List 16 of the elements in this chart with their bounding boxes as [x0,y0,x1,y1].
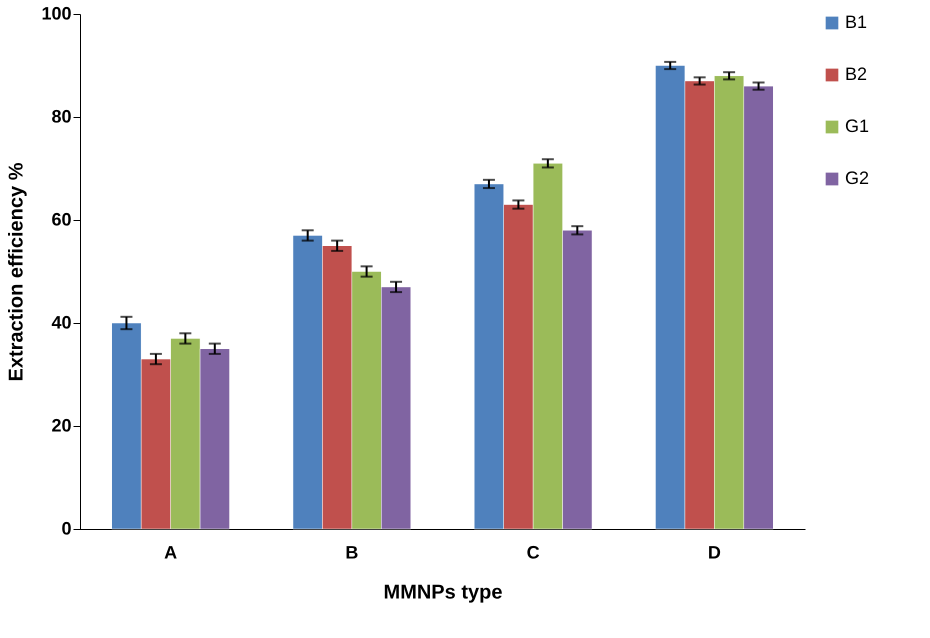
x-tick-label: B [345,542,358,562]
legend-label: G2 [845,168,870,188]
y-axis-title: Extraction efficiency % [5,162,28,382]
x-tick-label: A [164,542,178,562]
y-tick-label: 0 [61,518,72,538]
x-axis-title: MMNPs type [384,582,502,604]
y-tick-label: 80 [51,106,72,126]
legend-label: B1 [845,12,868,32]
y-tick-label: 20 [51,416,72,436]
legend-label: B2 [845,64,868,84]
x-tick-label: C [526,542,540,562]
y-tick-label: 40 [51,312,72,332]
legend-label: G1 [845,116,870,136]
x-tick-label: D [708,542,721,562]
y-tick-label: 100 [41,4,72,24]
y-tick-label: 60 [51,210,72,230]
